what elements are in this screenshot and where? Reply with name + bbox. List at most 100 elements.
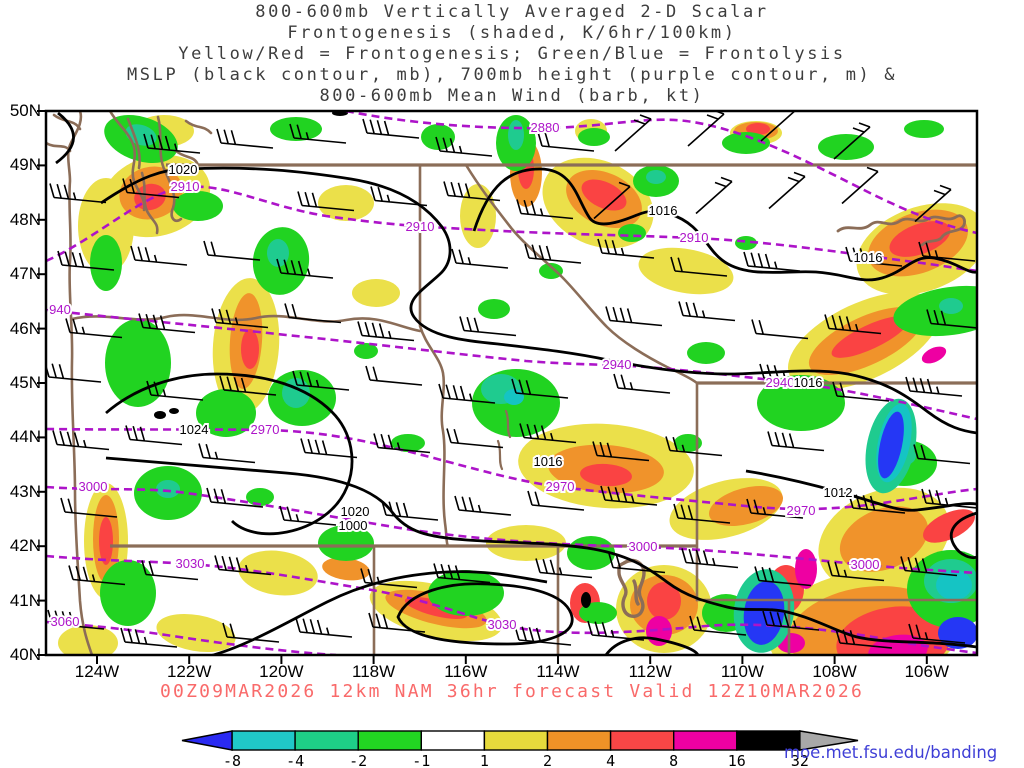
height-contour-label: 2970 [546, 479, 575, 494]
cyan-shading-patch [504, 389, 524, 405]
id-mt-border [464, 163, 699, 385]
mslp-contour-label: 1016 [794, 375, 823, 390]
great-salt-lake [617, 558, 646, 618]
wind-barb [768, 171, 806, 210]
seagreen-shading-patch [646, 170, 666, 184]
wind-barb [593, 181, 631, 220]
wind-barb [122, 178, 180, 199]
green-shading-patch [735, 236, 757, 250]
colorbar-segment [357, 730, 423, 751]
wind-barb [362, 118, 420, 139]
wind-barb [614, 114, 652, 152]
wind-barb [368, 612, 426, 633]
title-line-4: MSLP (black contour, mb), 700mb height (… [126, 65, 898, 85]
mslp-contour-label: 1020 [169, 162, 198, 177]
lon-label-122W: 122W [166, 662, 212, 681]
wind-barb [516, 199, 574, 220]
wind-barb [900, 556, 958, 577]
wind-barb [216, 128, 274, 149]
height-contour-label: 3000 [79, 479, 108, 494]
wind-barb [695, 176, 733, 215]
wind-barb [219, 375, 277, 396]
wind-barb [746, 498, 804, 519]
height-contour-label: 2940 [766, 375, 795, 390]
wind-barb [678, 301, 736, 322]
green-shading-patch [757, 375, 845, 431]
lon-label-124W: 124W [74, 662, 120, 681]
mslp-contour-label: 1012 [824, 485, 853, 500]
height-contour-label: 2910 [406, 219, 435, 234]
green-shading-patch [539, 263, 563, 279]
magenta-shading-patch [795, 549, 817, 589]
wind-barb [597, 238, 655, 259]
wind-barb [537, 131, 595, 152]
banding-site-link[interactable]: moe.met.fsu.edu/banding [784, 743, 998, 762]
lat-label-44N: 44N [9, 427, 41, 447]
red-shading-patch [99, 517, 113, 565]
height-contour-label: 940 [49, 302, 71, 317]
height-contour-label: 2970 [787, 503, 816, 518]
lon-label-110W: 110W [720, 662, 764, 681]
colorbar [181, 730, 859, 751]
wind-barb [279, 505, 337, 526]
wind-barb [926, 309, 977, 329]
lat-label-49N: 49N [9, 155, 41, 175]
wind-barb [824, 314, 882, 335]
black-shading-patch [154, 411, 166, 419]
seagreen-shading-patch [156, 480, 180, 498]
wind-barb [381, 500, 439, 521]
mslp-contour-label: 1024 [180, 422, 209, 437]
green-shading-patch [354, 343, 378, 359]
wind-barb [845, 246, 903, 267]
cyan-shading-patch [936, 570, 972, 600]
wind-barb [827, 561, 885, 582]
lat-label-42N: 42N [9, 536, 41, 556]
forecast-valid-text: 00Z09MAR2026 12km NAM 36hr forecast Vali… [160, 681, 864, 702]
wind-barb [743, 251, 801, 272]
wind-barb [222, 622, 280, 643]
colorbar-right-arrow [799, 730, 859, 751]
height-contour-label: 3030 [488, 617, 517, 632]
colorbar-segment [420, 730, 486, 751]
wind-barb [297, 191, 355, 212]
wind-barb [138, 313, 196, 334]
mslp-contour-label: 1016 [534, 454, 563, 469]
green-shading-patch [904, 120, 944, 138]
seagreen-shading-patch [508, 120, 524, 150]
wind-barb [527, 490, 585, 511]
green-shading-patch [674, 434, 702, 452]
green-shading-patch [579, 602, 617, 624]
wind-barb [295, 617, 353, 638]
seagreen-shading-patch [939, 298, 963, 314]
wind-barb [120, 627, 178, 648]
lon-label-118W: 118W [352, 662, 396, 681]
yellow-shading-patch [238, 550, 318, 596]
wind-barb [587, 620, 645, 641]
red-shading-patch [581, 179, 627, 211]
wind-barb [459, 316, 517, 337]
lat-label-46N: 46N [9, 318, 41, 338]
height-contour-label: 2940 [603, 357, 632, 372]
colorbar-value--1: -1 [412, 752, 431, 768]
wind-barb [443, 181, 501, 202]
orange-shading-patch [839, 506, 929, 572]
wind-barb [141, 560, 199, 581]
wind-barb [276, 258, 334, 279]
wind-barb [832, 381, 890, 402]
height-contour-label: 3030 [176, 556, 205, 571]
wind-barb [206, 487, 264, 508]
green-shading-patch [100, 560, 156, 626]
black-shading-patch [581, 592, 591, 608]
colorbar-segment [483, 730, 549, 751]
lat-label-48N: 48N [9, 209, 41, 229]
wind-barb [914, 184, 952, 223]
black-shading-patch [169, 408, 179, 414]
red-shading-patch [746, 123, 770, 135]
green-shading-patch [246, 488, 274, 506]
orange-shading-patch [322, 557, 370, 581]
height-contour-label: 3000 [629, 539, 658, 554]
wind-barb [365, 365, 423, 386]
lon-label-116W: 116W [444, 662, 488, 681]
wind-barb [284, 303, 342, 324]
wind-barb [535, 558, 593, 579]
